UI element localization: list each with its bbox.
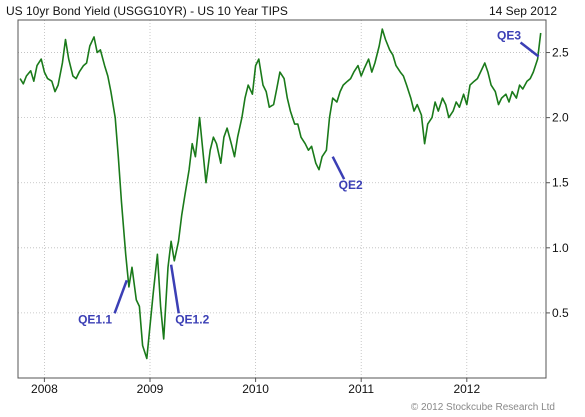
annotation-label-qe2: QE2 bbox=[339, 178, 363, 192]
x-axis: 2008 2009 2010 2011 2012 bbox=[31, 378, 480, 396]
y-tick-label: 2.0 bbox=[552, 111, 569, 125]
chart-title: US 10yr Bond Yield (USGG10YR) - US 10 Ye… bbox=[6, 4, 288, 18]
y-tick-label: 0.5 bbox=[552, 306, 569, 320]
annotation-pointer-qe2 bbox=[331, 156, 346, 180]
x-tick-label: 2008 bbox=[31, 382, 58, 396]
annotation-pointer-qe1-1 bbox=[113, 279, 128, 314]
y-axis: 0.5 1.0 1.5 2.0 2.5 bbox=[546, 46, 569, 320]
annotation-pointer-qe3 bbox=[519, 41, 540, 58]
series-line bbox=[19, 28, 542, 360]
copyright-text: © 2012 Stockcube Research Ltd bbox=[410, 402, 555, 413]
annotations: QE1.1 QE1.2 QE2 QE3 bbox=[78, 29, 540, 326]
x-tick-label: 2010 bbox=[242, 382, 269, 396]
annotation-label-qe3: QE3 bbox=[497, 29, 521, 43]
plot-frame bbox=[17, 19, 547, 379]
series-layer bbox=[19, 28, 542, 360]
annotation-pointer-qe1-2 bbox=[169, 264, 180, 314]
y-tick-label: 1.5 bbox=[552, 176, 569, 190]
annotation-label-qe1-2: QE1.2 bbox=[175, 312, 209, 326]
y-tick-label: 1.0 bbox=[552, 241, 569, 255]
x-tick-label: 2011 bbox=[348, 382, 374, 396]
x-tick-label: 2009 bbox=[137, 382, 164, 396]
x-tick-label: 2012 bbox=[453, 382, 480, 396]
chart-date: 14 Sep 2012 bbox=[488, 4, 557, 18]
y-tick-label: 2.5 bbox=[552, 46, 569, 60]
annotation-label-qe1-1: QE1.1 bbox=[78, 312, 112, 326]
grid-lines bbox=[18, 20, 546, 378]
